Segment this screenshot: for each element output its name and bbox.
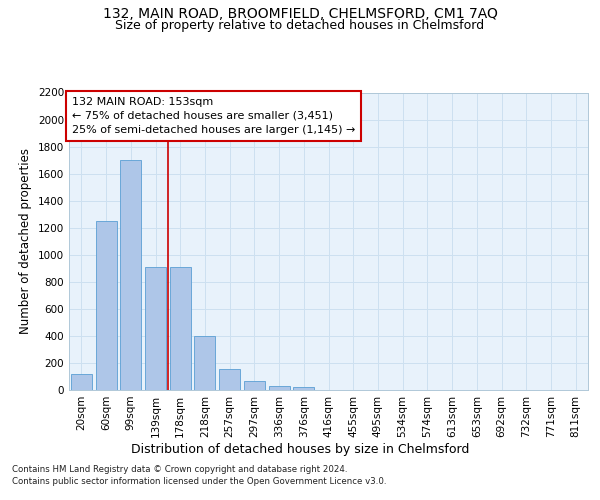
Bar <box>71 374 92 390</box>
Bar <box>95 221 116 390</box>
Text: Contains HM Land Registry data © Crown copyright and database right 2024.: Contains HM Land Registry data © Crown c… <box>12 465 347 474</box>
Bar <box>194 336 215 390</box>
Text: Contains public sector information licensed under the Open Government Licence v3: Contains public sector information licen… <box>12 477 386 486</box>
Bar <box>219 369 240 390</box>
Text: Size of property relative to detached houses in Chelmsford: Size of property relative to detached ho… <box>115 19 485 32</box>
Text: 132 MAIN ROAD: 153sqm
← 75% of detached houses are smaller (3,451)
25% of semi-d: 132 MAIN ROAD: 153sqm ← 75% of detached … <box>71 97 355 135</box>
Bar <box>293 388 314 390</box>
Bar <box>170 267 191 390</box>
Bar <box>269 386 290 390</box>
Bar <box>244 381 265 390</box>
Bar <box>120 160 141 390</box>
Y-axis label: Number of detached properties: Number of detached properties <box>19 148 32 334</box>
Text: Distribution of detached houses by size in Chelmsford: Distribution of detached houses by size … <box>131 442 469 456</box>
Text: 132, MAIN ROAD, BROOMFIELD, CHELMSFORD, CM1 7AQ: 132, MAIN ROAD, BROOMFIELD, CHELMSFORD, … <box>103 8 497 22</box>
Bar <box>145 267 166 390</box>
